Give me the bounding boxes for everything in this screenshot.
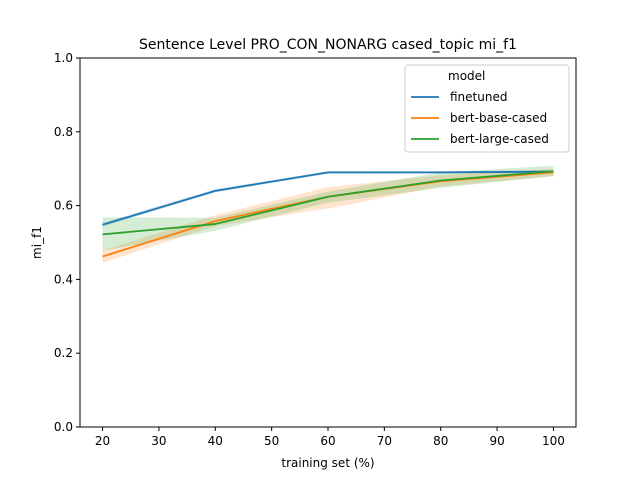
y-tick-label: 1.0 xyxy=(54,51,73,65)
legend-title: model xyxy=(448,69,485,83)
x-tick-label: 90 xyxy=(489,434,504,448)
x-tick-label: 40 xyxy=(208,434,223,448)
x-tick-label: 60 xyxy=(320,434,335,448)
x-tick-label: 100 xyxy=(542,434,565,448)
legend-label: finetuned xyxy=(450,90,507,104)
y-tick-label: 0.8 xyxy=(54,125,73,139)
y-axis: 0.0 0.2 0.4 0.6 0.8 1.0 xyxy=(54,51,80,434)
series-line-finetuned xyxy=(102,170,554,226)
x-tick-label: 50 xyxy=(264,434,279,448)
y-tick-label: 0.4 xyxy=(54,272,73,286)
ci-band-bert-large-cased xyxy=(102,165,554,251)
x-axis-label: training set (%) xyxy=(281,456,374,470)
plot-frame xyxy=(79,57,577,428)
chart-title: Sentence Level PRO_CON_NONARG cased_topi… xyxy=(139,37,517,53)
y-tick-label: 0.2 xyxy=(54,346,73,360)
legend-label: bert-large-cased xyxy=(450,132,549,146)
y-tick-label: 0.6 xyxy=(54,199,73,213)
x-tick-label: 80 xyxy=(433,434,448,448)
legend: model finetuned bert-base-cased bert-large… xyxy=(404,64,570,153)
ci-band-bert-base-cased xyxy=(102,168,554,263)
y-axis-label: mi_f1 xyxy=(30,226,44,259)
series-line-bert-large-cased xyxy=(102,170,554,236)
x-tick-label: 70 xyxy=(377,434,392,448)
x-tick-label: 30 xyxy=(151,434,166,448)
y-tick-label: 0.0 xyxy=(54,420,73,434)
legend-label: bert-base-cased xyxy=(450,111,547,125)
legend-box xyxy=(404,64,570,153)
series-lines xyxy=(102,170,554,258)
x-axis: 20 30 40 50 60 70 80 90 100 xyxy=(95,427,565,448)
x-tick-label: 20 xyxy=(95,434,110,448)
